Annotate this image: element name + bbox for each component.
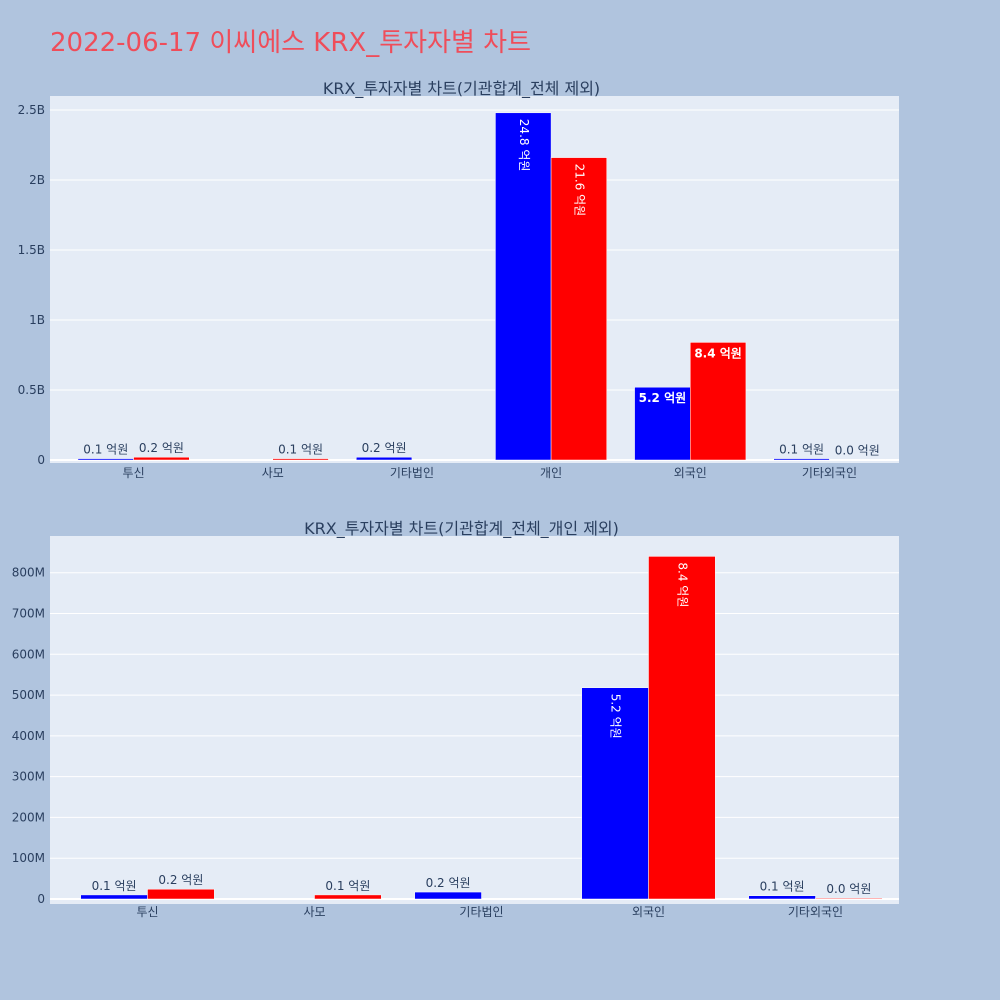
x-tick-label: 개인 [540,466,562,480]
y-tick-label: 2B [29,173,45,187]
bar [634,386,691,461]
x-tick-label: 외국인 [632,905,665,919]
bar [77,458,134,461]
x-tick-label: 기타법인 [390,466,434,480]
data-label: 0.2 억원 [362,441,407,455]
data-label: 0.1 억원 [325,879,370,893]
x-tick-label: 외국인 [674,466,707,480]
data-label: 0.0 억원 [826,882,871,896]
data-label: 5.2 억원 [639,391,687,405]
x-tick-label: 기타외국인 [788,905,843,919]
y-tick-label: 1B [29,313,45,327]
data-label: 0.1 억원 [92,879,137,893]
page-title: 2022-06-17 이씨에스 KRX_투자자별 차트 [50,28,532,58]
bar [690,342,747,461]
y-tick-label: 800M [12,566,45,580]
data-label: 0.1 억원 [83,443,128,457]
data-label: 0.0 억원 [835,444,880,458]
bar [314,894,382,900]
bar [356,456,413,461]
x-tick-label: 사모 [262,466,284,480]
data-label: 0.1 억원 [779,443,824,457]
bar [147,888,215,900]
data-label: 0.2 억원 [139,441,184,455]
y-tick-label: 200M [12,810,45,824]
x-tick-label: 기타외국인 [802,466,857,480]
y-tick-label: 0 [37,453,45,467]
y-tick-label: 0.5B [18,383,45,397]
bar [414,891,482,900]
chart-title: KRX_투자자별 차트(기관합계_전체 제외) [323,79,600,99]
chart-2: 0 100M 200M 300M 400M 500M 600M 700M 800M KRX_투자자… [12,519,899,919]
data-label: 8.4 억원 [675,562,689,607]
chart-1: 0 0.5B 1B 1.5B 2B 2.5B KRX_투자자별 차트(기관합계_전체 제외)… [18,79,899,480]
data-label: 0.2 억원 [158,873,203,887]
data-label: 0.1 억원 [760,880,805,894]
bar [648,556,716,900]
y-tick-label: 700M [12,606,45,620]
y-tick-label: 100M [12,851,45,865]
bar [773,458,830,461]
bar [550,157,607,461]
y-tick-label: 500M [12,688,45,702]
y-tick-label: 400M [12,729,45,743]
x-tick-label: 투신 [136,905,158,919]
y-tick-label: 1.5B [18,243,45,257]
data-label: 5.2 억원 [609,694,623,739]
bar [272,458,329,461]
data-label: 24.8 억원 [517,119,531,172]
x-tick-label: 사모 [303,905,325,919]
data-label: 8.4 억원 [694,346,742,360]
x-tick-label: 투신 [123,466,145,480]
plot-area [50,536,899,904]
y-tick-label: 2.5B [18,103,45,117]
data-label: 0.2 억원 [426,876,471,890]
y-tick-label: 300M [12,770,45,784]
bar [80,894,148,900]
x-tick-label: 기타법인 [459,905,503,919]
y-tick-label: 0 [37,892,45,906]
bar [133,456,190,461]
data-label: 21.6 억원 [572,164,586,217]
bar [815,897,883,900]
bar [748,895,816,900]
chart-title: KRX_투자자별 차트(기관합계_전체_개인 제외) [304,519,619,539]
data-label: 0.1 억원 [278,443,323,457]
plot-area [50,96,899,463]
y-tick-label: 600M [12,647,45,661]
